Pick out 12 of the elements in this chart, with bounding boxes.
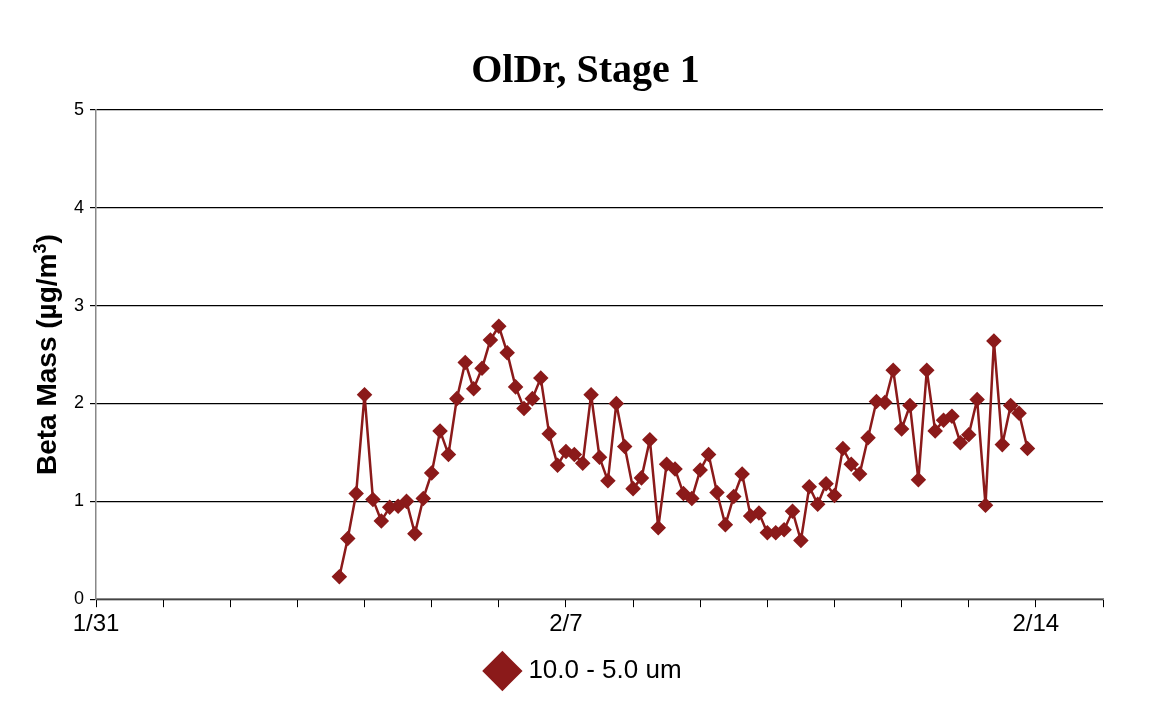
y-axis-title: Beta Mass (µg/m3) bbox=[30, 234, 62, 476]
x-tick-label: 2/14 bbox=[1012, 609, 1060, 637]
y-tick-label: 2 bbox=[74, 392, 85, 413]
legend-label: 10.0 - 5.0 um bbox=[528, 654, 682, 685]
x-tick-label: 1/31 bbox=[72, 609, 120, 637]
y-tick-label: 0 bbox=[74, 588, 85, 609]
y-tick-label: 1 bbox=[74, 490, 85, 511]
y-tick-label: 3 bbox=[74, 294, 85, 315]
y-tick-label: 5 bbox=[74, 98, 85, 119]
x-tick-label: 2/7 bbox=[549, 609, 583, 637]
chart-title: OlDr, Stage 1 bbox=[471, 46, 700, 92]
y-tick-label: 4 bbox=[74, 196, 85, 217]
